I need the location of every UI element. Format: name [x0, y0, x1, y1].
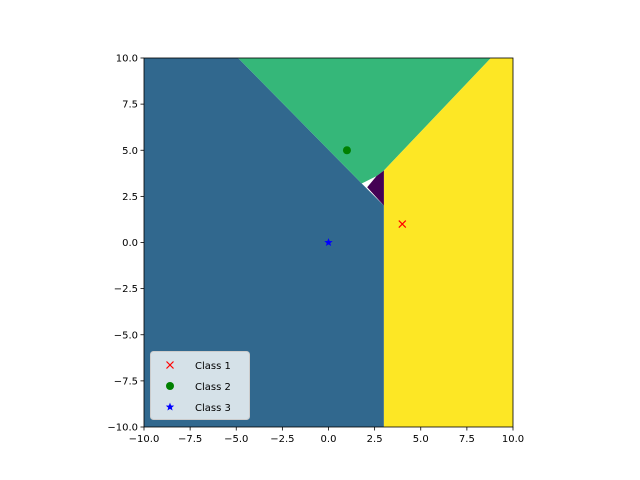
x-tick-label: 10.0 [502, 434, 524, 445]
x-tick-label: −7.5 [178, 434, 202, 445]
legend-marker [166, 382, 174, 390]
y-tick-label: 0.0 [122, 238, 138, 249]
data-points [324, 146, 407, 247]
point-class-3 [324, 238, 333, 247]
x-tick-label: −10.0 [129, 434, 160, 445]
decision-region-2 [383, 58, 513, 427]
x-tick-label: 2.5 [367, 434, 383, 445]
y-tick-label: −5.0 [114, 330, 138, 341]
x-tick-label: 0.0 [321, 434, 337, 445]
legend: Class 1 Class 2 Class 3 [150, 351, 250, 420]
legend-label: Class 2 [195, 382, 231, 393]
y-tick-label: 2.5 [122, 192, 138, 203]
legend-marker [165, 402, 175, 411]
decision-region-1 [238, 58, 491, 184]
legend-label: Class 1 [195, 361, 231, 372]
legend-box [150, 351, 250, 420]
y-tick-label: −7.5 [114, 376, 138, 387]
point-class-1 [398, 220, 407, 228]
y-tick-label: 5.0 [122, 146, 138, 157]
point-class-2 [342, 146, 351, 155]
y-tick-label: −2.5 [114, 284, 138, 295]
x-tick-label: −2.5 [270, 434, 294, 445]
y-axis: −10.0 −7.5 −5.0 −2.5 0.0 2.5 5.0 7.5 10.0 [107, 54, 144, 434]
y-tick-label: −10.0 [107, 423, 138, 434]
decision-region-0 [144, 58, 384, 427]
x-tick-label: 5.0 [413, 434, 429, 445]
decision-region-3 [367, 170, 384, 206]
y-tick-label: 7.5 [122, 100, 138, 111]
y-tick-label: 10.0 [116, 54, 138, 65]
x-tick-label: −5.0 [224, 434, 248, 445]
legend-marker [166, 361, 174, 369]
x-axis: −10.0 −7.5 −5.0 −2.5 0.0 2.5 5.0 7.5 10.0 [129, 427, 524, 445]
x-tick-label: 7.5 [459, 434, 475, 445]
legend-label: Class 3 [195, 403, 231, 414]
decision-regions [144, 58, 513, 427]
